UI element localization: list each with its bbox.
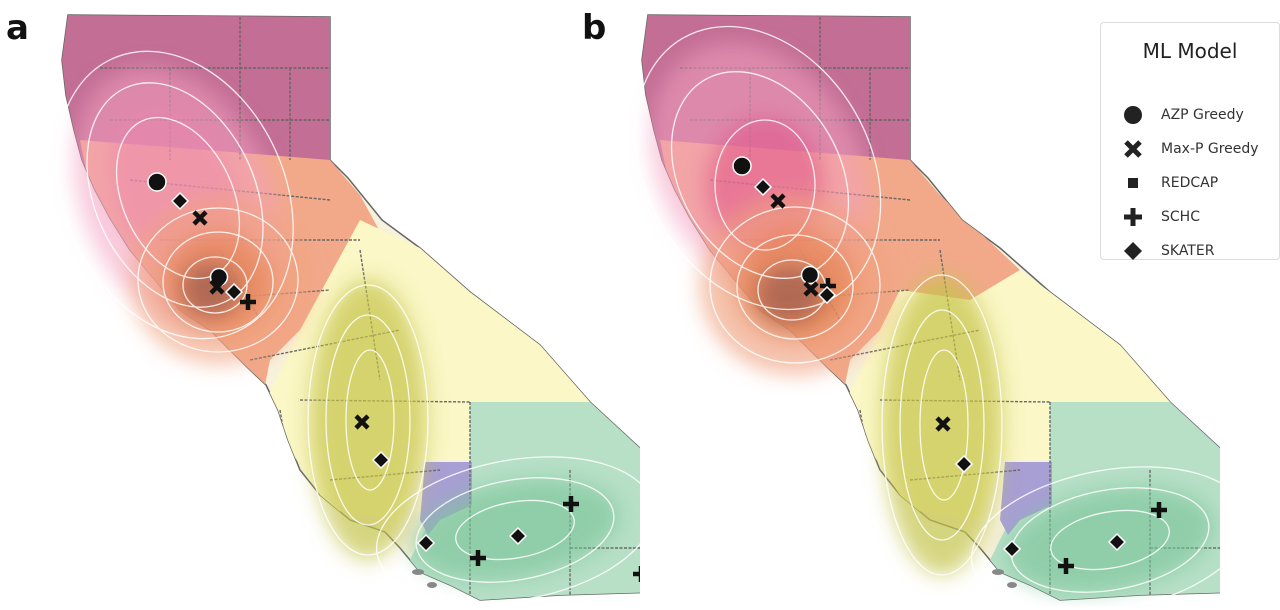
- marker-skater: [753, 177, 773, 197]
- marker-skater: [817, 285, 837, 305]
- square-marker-icon: [1128, 178, 1138, 188]
- marker-skater: [170, 191, 190, 211]
- legend-item-label: SKATER: [1161, 243, 1215, 259]
- legend-item-schc: SCHC: [1121, 205, 1200, 229]
- california-map-a: [56, 14, 692, 604]
- plus-marker-icon: [1124, 208, 1142, 226]
- marker-max-p-greedy: [192, 210, 208, 226]
- circle-marker-icon: [1124, 106, 1142, 124]
- marker-skater: [1002, 539, 1022, 559]
- marker-schc: [563, 496, 579, 512]
- marker-max-p-greedy: [803, 281, 819, 297]
- marker-skater: [508, 526, 528, 546]
- marker-skater: [224, 282, 244, 302]
- islands-b: [992, 569, 1017, 588]
- marker-schc: [1058, 558, 1074, 574]
- marker-max-p-greedy: [354, 414, 370, 430]
- legend-item-skater: SKATER: [1121, 239, 1214, 263]
- legend-item-max-p-greedy: Max-P Greedy: [1121, 137, 1259, 161]
- legend-title: ML Model: [1142, 39, 1238, 63]
- legend-item-label: Max-P Greedy: [1161, 141, 1259, 157]
- contour-lines-b: [634, 25, 1250, 610]
- marker-azp-greedy: [732, 156, 752, 176]
- legend-item-label: REDCAP: [1161, 175, 1219, 191]
- la-region-b: [1000, 462, 1052, 535]
- x-marker-icon: [1124, 140, 1142, 158]
- legend-item-label: SCHC: [1161, 209, 1200, 225]
- legend-item-azp-greedy: AZP Greedy: [1121, 103, 1244, 127]
- marker-schc: [1151, 502, 1167, 518]
- marker-skater: [416, 533, 436, 553]
- marker-azp-greedy: [800, 265, 820, 285]
- legend-item-label: AZP Greedy: [1161, 107, 1244, 123]
- map-panel-b: [580, 0, 1272, 610]
- marker-skater: [371, 450, 391, 470]
- panel-label-b: b: [582, 8, 607, 48]
- legend: ML Model AZP Greedy Max-P Greedy REDCAP …: [1100, 22, 1280, 260]
- marker-skater: [1107, 532, 1127, 552]
- marker-max-p-greedy: [770, 193, 786, 209]
- marker-schc: [240, 294, 256, 310]
- diamond-marker-icon: [1124, 242, 1142, 260]
- islands-a: [412, 569, 437, 588]
- marker-skater: [954, 454, 974, 474]
- marker-max-p-greedy: [209, 279, 225, 295]
- legend-item-redcap: REDCAP: [1121, 171, 1218, 195]
- marker-azp-greedy: [147, 172, 167, 192]
- panel-label-a: a: [6, 8, 29, 48]
- marker-schc: [470, 550, 486, 566]
- map-panel-a: [0, 0, 692, 606]
- california-map-b: [634, 14, 1272, 610]
- marker-max-p-greedy: [935, 416, 951, 432]
